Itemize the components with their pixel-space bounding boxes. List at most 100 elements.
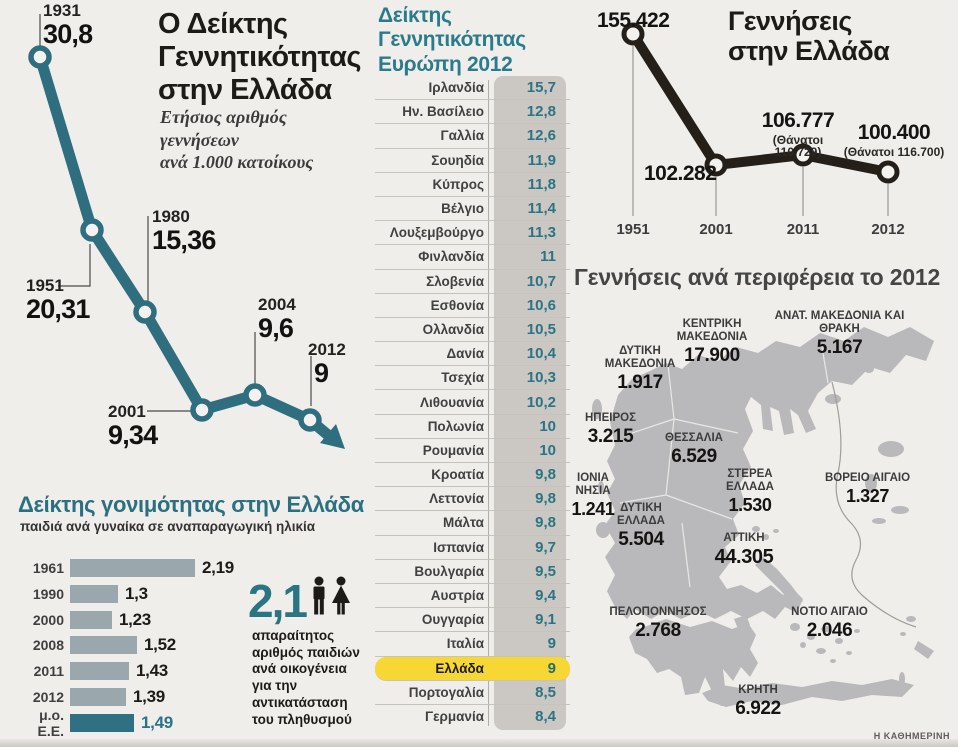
- country-value: 11,3: [527, 224, 556, 242]
- country-value: 15,7: [526, 79, 556, 97]
- region-value: 6.529: [671, 445, 717, 467]
- bar: [70, 636, 137, 655]
- region-name: ΙΟΝΙΑ ΝΗΣΙΑ: [575, 472, 611, 497]
- value-column-band: [494, 76, 566, 730]
- page-title: Ο Δείκτης Γεννητικότητας στην Ελλάδα: [158, 8, 361, 107]
- country-value: 10,3: [526, 369, 556, 387]
- country-label: Κύπρος: [432, 176, 484, 192]
- table-row: Σλοβενία 10,7: [375, 270, 570, 294]
- fertility-bar-row: 1961 2,19: [16, 558, 234, 577]
- region-name: ΝΟΤΙΟ ΑΙΓΑΙΟ: [791, 606, 868, 618]
- country-label: Βουλγαρία: [414, 563, 484, 579]
- region-value: 3.215: [587, 425, 634, 447]
- country-label: Γαλλία: [440, 128, 484, 144]
- region-value: 5.167: [816, 336, 863, 358]
- table-row: Ολλανδία 10,5: [375, 318, 570, 343]
- table-row: Βέλγιο 11,4: [375, 197, 570, 222]
- country-value: 12,6: [526, 127, 556, 145]
- data-point-markers: [28, 45, 322, 432]
- column-divider: [488, 80, 489, 726]
- country-label: Λιθουανία: [419, 394, 484, 410]
- country-label: Κροατία: [431, 467, 484, 483]
- man-woman-icon: [313, 576, 350, 615]
- birth-rate-line-chart: [28, 14, 345, 449]
- country-value: 10: [539, 417, 556, 435]
- table-row: Λουξεμβούργο 11,3: [375, 221, 570, 246]
- map-region-label: ΗΠΕΙΡΟΣ 3.215: [568, 412, 653, 447]
- map-region-label: ΑΤΤΙΚΗ 44.305: [700, 532, 788, 568]
- bottom-strip: [0, 739, 958, 747]
- bar-year-label: 2012: [32, 689, 64, 705]
- map-region-label: ΚΡΗΤΗ 6.922: [722, 684, 794, 719]
- table-row: Γαλλία 12,6: [375, 124, 570, 149]
- region-value: 17.900: [684, 344, 740, 366]
- country-value: 9,5: [535, 562, 556, 580]
- title-line: στην Ελλάδα: [158, 74, 332, 107]
- bar-value: 1,39: [133, 687, 165, 706]
- fertility-bar-row: 2012 1,39: [16, 687, 165, 706]
- table-row: Κροατία 9,8: [375, 463, 570, 488]
- country-value: 11,8: [527, 175, 556, 193]
- bar-year-label: 2000: [32, 611, 64, 628]
- table-row: Πορτογαλία 8,5: [375, 681, 570, 705]
- table-row: Ισπανία 9,7: [375, 536, 570, 560]
- country-value: 10,4: [526, 345, 556, 363]
- country-label: Μάλτα: [442, 515, 484, 531]
- bar: [70, 688, 126, 706]
- bar: [70, 713, 134, 732]
- title-line: Γεννητικότητας: [158, 41, 361, 74]
- point-label-1951: 1951 20,31: [26, 276, 90, 324]
- region-name: ΘΕΣΣΑΛΙΑ: [665, 432, 723, 444]
- region-value: 6.922: [735, 697, 781, 719]
- region-value: 1.530: [728, 494, 772, 515]
- table-row: Δανία 10,4: [375, 342, 570, 367]
- region-name: ΒΟΡΕΙΟ ΑΙΓΑΙΟ: [824, 472, 911, 484]
- bar-year-label: 1990: [32, 585, 64, 602]
- country-value: 9,7: [535, 538, 556, 556]
- table-row: Ουγγαρία 9,1: [375, 608, 570, 633]
- rhodes-shape: [914, 641, 934, 659]
- table-row: Λιθουανία 10,2: [375, 390, 570, 415]
- map-region-label: ΘΕΣΣΑΛΙΑ 6.529: [648, 432, 740, 467]
- country-value: 9,1: [535, 611, 556, 629]
- region-name: ΑΤΤΙΚΗ: [723, 532, 765, 544]
- country-value: 10,2: [526, 393, 556, 411]
- country-value: 9: [547, 635, 556, 653]
- mainland-shape: [605, 327, 934, 619]
- country-label: Φινλανδία: [418, 249, 484, 265]
- deaths-note-2012: (Θάνατοι 116.700): [843, 145, 945, 159]
- country-label: Βέλγιο: [441, 201, 484, 217]
- country-value: 9: [547, 659, 556, 677]
- point-label-2012: 2012 9: [308, 340, 346, 388]
- region-name: ΣΤΕΡΕΑ ΕΛΛΑΔΑ: [726, 468, 774, 493]
- point-label-2004: 2004 9,6: [258, 295, 296, 343]
- table-row: Σουηδία 11,9: [375, 149, 570, 173]
- country-label: Τσεχία: [441, 370, 484, 386]
- bar: [70, 610, 112, 629]
- table-row: Γερμανία 8,4: [375, 705, 570, 729]
- region-name: ΔΥΤΙΚΗ ΕΛΛΑΔΑ: [617, 502, 665, 527]
- region-name: ΑΝΑΤ. ΜΑΚΕΔΟΝΙΑ ΚΑΙ ΘΡΑΚΗ: [774, 310, 905, 335]
- fertility-bar-row: 2011 1,43: [16, 661, 168, 681]
- country-label: Πορτογαλία: [408, 684, 484, 700]
- table-row: Λεττονία 9,8: [375, 487, 570, 512]
- map-region-label: ΝΟΤΙΟ ΑΙΓΑΙΟ 2.046: [772, 606, 887, 641]
- crete-shape: [702, 679, 914, 707]
- table-row: Αυστρία 9,4: [375, 584, 570, 609]
- births-value-2001: 102.282: [644, 162, 717, 185]
- leader-line-1951: [58, 244, 91, 287]
- region-name: ΗΠΕΙΡΟΣ: [585, 412, 636, 424]
- trend-arrow-icon: [320, 424, 345, 449]
- table-row: Εσθονία 10,6: [375, 294, 570, 318]
- region-value: 2.046: [806, 619, 853, 641]
- euboea-shape: [755, 557, 803, 607]
- bar-value: 1,52: [144, 635, 176, 655]
- table-row: Ην. Βασίλειο 12,8: [375, 100, 570, 125]
- country-label: Γερμανία: [425, 709, 484, 725]
- bar-year-label: 1961: [32, 560, 64, 576]
- map-region-label: ΚΕΝΤΡΙΚΗ ΜΑΚΕΔΟΝΙΑ 17.900: [652, 318, 772, 366]
- country-value: 9,8: [535, 490, 556, 508]
- map-title: Γεννήσεις ανά περιφέρεια το 2012: [574, 264, 941, 290]
- table-row: Κύπρος 11,8: [375, 173, 570, 197]
- deaths-note-2011: (Θάνατοι 110.729): [772, 133, 824, 159]
